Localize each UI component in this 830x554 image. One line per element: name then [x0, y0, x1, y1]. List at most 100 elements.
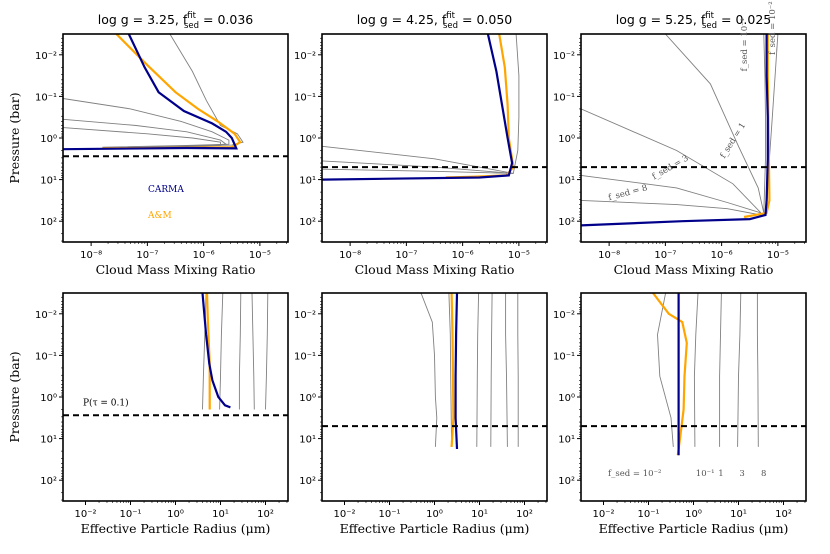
grey-fsed-line — [665, 34, 765, 213]
x-tick-label: 10⁻⁸ — [598, 250, 620, 261]
y-tick-label: 10⁰ — [40, 393, 57, 404]
fsed-label: 1 — [718, 469, 723, 479]
fsed-label: 10⁻¹ — [696, 469, 715, 479]
x-axis-label: Effective Particle Radius (μm) — [340, 521, 530, 536]
x-tick-label: 10⁻¹ — [378, 509, 400, 520]
fsed-label: f_sed = 10⁻² — [608, 469, 661, 479]
x-tick-label: 10⁻⁵ — [508, 250, 530, 261]
x-tick-label: 10⁻² — [74, 509, 96, 520]
x-axis-label: Effective Particle Radius (μm) — [81, 521, 271, 536]
am-line — [450, 293, 455, 447]
y-tick-label: 10⁻¹ — [553, 92, 575, 103]
y-tick-label: 10⁻¹ — [35, 351, 57, 362]
grey-fsed-line — [657, 293, 674, 447]
x-tick-label: 10² — [775, 509, 792, 520]
y-tick-label: 10⁻¹ — [553, 351, 575, 362]
x-axis-label: Cloud Mass Mixing Ratio — [355, 262, 515, 277]
y-tick-label: 10² — [40, 217, 57, 228]
y-tick-label: 10⁻² — [294, 310, 316, 321]
plot-area — [581, 293, 806, 456]
legend-carma: CARMA — [148, 185, 184, 195]
y-tick-label: 10¹ — [299, 176, 316, 187]
plot-frame — [321, 292, 548, 502]
x-tick-label: 10⁰ — [426, 509, 443, 520]
carma-line — [581, 34, 769, 227]
y-tick-label: 10⁻¹ — [294, 92, 316, 103]
plot-area — [63, 34, 288, 158]
plot-area — [581, 34, 806, 227]
y-tick-label: 10¹ — [299, 435, 316, 446]
grey-fsed-line — [581, 174, 762, 214]
y-tick-label: 10⁻² — [553, 310, 575, 321]
grey-fsed-line — [763, 34, 766, 213]
fsed-label: 3 — [739, 469, 744, 479]
y-tick-label: 10² — [558, 217, 575, 228]
grey-fsed-line — [693, 293, 699, 447]
tau-label: P(τ = 0.1) — [83, 397, 129, 408]
panel-title: log g = 3.25, ffit sed = 0.036 — [98, 11, 254, 31]
grey-fsed-line — [322, 34, 520, 174]
panel-title: log g = 5.25, ffit sed = 0.025 — [616, 11, 772, 31]
x-tick-label: 10⁻⁶ — [193, 250, 215, 261]
x-tick-label: 10⁻⁵ — [249, 250, 271, 261]
grey-fsed-line — [63, 98, 230, 148]
grey-fsed-line — [238, 293, 242, 410]
plot-frame — [62, 33, 289, 243]
y-tick-label: 10² — [558, 476, 575, 487]
y-tick-label: 10⁰ — [40, 134, 57, 145]
x-tick-label: 10⁻² — [592, 509, 614, 520]
plot-frame — [62, 292, 289, 502]
grey-fsed-line — [490, 293, 493, 447]
y-tick-label: 10² — [299, 217, 316, 228]
grey-fsed-line — [448, 293, 453, 447]
grey-fsed-line — [719, 293, 722, 447]
grey-fsed-line — [251, 293, 255, 410]
grey-fsed-line — [322, 168, 514, 174]
x-tick-label: 10¹ — [471, 509, 488, 520]
plot-frame — [580, 292, 807, 502]
x-axis-label: Cloud Mass Mixing Ratio — [96, 262, 256, 277]
y-tick-label: 10⁻² — [35, 310, 57, 321]
am-line — [102, 34, 242, 150]
y-axis-label: Pressure (bar) — [7, 351, 22, 442]
x-tick-label: 10⁻⁷ — [395, 250, 417, 261]
x-axis-label: Effective Particle Radius (μm) — [599, 521, 789, 536]
x-tick-label: 10⁰ — [167, 509, 184, 520]
grey-fsed-line — [265, 293, 269, 410]
x-tick-label: 10⁻⁶ — [452, 250, 474, 261]
grey-fsed-line — [737, 293, 742, 447]
carma-line — [201, 293, 231, 409]
plot-area — [322, 293, 547, 450]
fsed-label: 8 — [761, 469, 766, 479]
y-tick-label: 10⁻² — [35, 51, 57, 62]
y-tick-label: 10¹ — [558, 176, 575, 187]
y-tick-label: 10¹ — [40, 176, 57, 187]
y-tick-label: 10¹ — [558, 435, 575, 446]
plot-area — [322, 34, 547, 181]
y-tick-label: 10² — [40, 476, 57, 487]
grey-fsed-line — [505, 293, 508, 447]
x-tick-label: 10⁻⁵ — [767, 250, 789, 261]
x-tick-label: 10⁻¹ — [119, 509, 141, 520]
x-tick-label: 10¹ — [212, 509, 229, 520]
grey-fsed-line — [219, 293, 224, 410]
x-tick-label: 10⁻⁷ — [654, 250, 676, 261]
y-tick-label: 10⁻² — [553, 51, 575, 62]
plot-frame — [580, 33, 807, 243]
y-tick-label: 10⁰ — [558, 134, 575, 145]
grey-fsed-line — [202, 293, 207, 410]
x-tick-label: 10² — [516, 509, 533, 520]
x-tick-label: 10⁻² — [333, 509, 355, 520]
x-tick-label: 10⁻¹ — [637, 509, 659, 520]
fsed-annotation: f_sed = 10⁻² — [768, 1, 778, 54]
y-tick-label: 10⁻¹ — [294, 351, 316, 362]
grey-fsed-line — [420, 293, 438, 447]
x-tick-label: 10² — [257, 509, 274, 520]
x-tick-label: 10¹ — [730, 509, 747, 520]
am-line — [652, 293, 688, 456]
x-tick-label: 10⁻⁸ — [339, 250, 361, 261]
plot-area — [63, 293, 288, 417]
y-tick-label: 10⁰ — [299, 393, 316, 404]
plot-frame — [321, 33, 548, 243]
